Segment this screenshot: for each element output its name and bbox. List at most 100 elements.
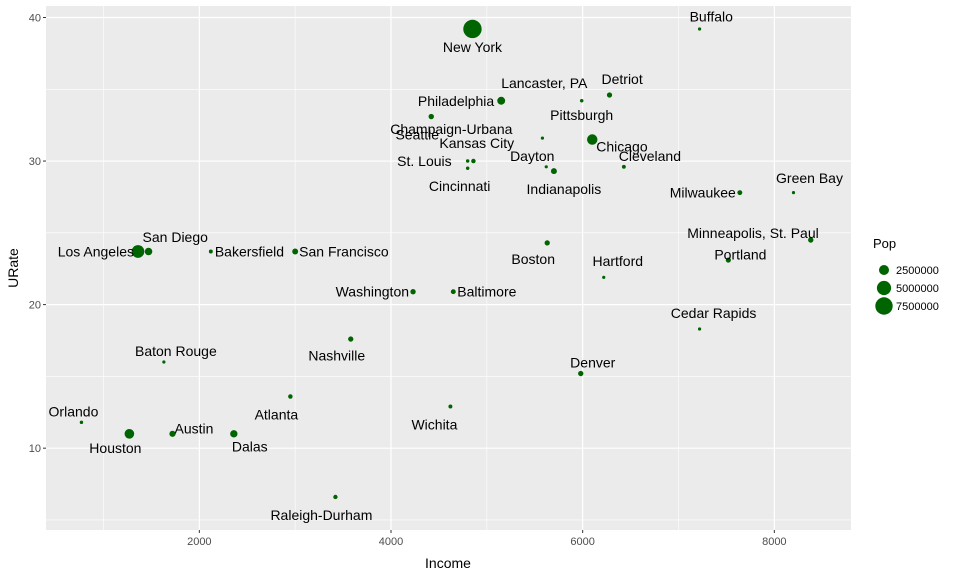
- point-label: Cedar Rapids: [671, 305, 757, 321]
- legend-label: 2500000: [896, 265, 939, 277]
- y-tick-label: 20: [29, 300, 41, 312]
- point-label: Champaign-Urbana: [390, 121, 512, 137]
- data-points: [79, 19, 814, 500]
- data-point: [544, 165, 548, 169]
- data-point: [602, 275, 606, 279]
- data-point: [550, 168, 557, 175]
- legend: Pop 2500000 5000000 7500000: [873, 236, 939, 315]
- point-label: Atlanta: [255, 406, 299, 422]
- data-point: [292, 248, 299, 255]
- data-point: [463, 19, 482, 39]
- point-label: Portland: [714, 247, 766, 263]
- x-tick-label: 6000: [570, 536, 594, 548]
- data-point: [333, 494, 338, 500]
- y-tick-label: 40: [29, 12, 41, 24]
- point-label: Hartford: [592, 253, 643, 269]
- data-point: [131, 245, 145, 258]
- point-label: Austin: [175, 420, 214, 436]
- point-label: Orlando: [49, 404, 99, 420]
- point-label: Cleveland: [619, 148, 681, 164]
- data-point: [544, 240, 550, 246]
- data-point: [79, 420, 84, 425]
- data-point: [169, 430, 176, 437]
- data-point: [450, 289, 456, 295]
- x-axis-title: Income: [425, 555, 471, 571]
- point-label: Boston: [511, 251, 555, 267]
- point-label: Chicago: [596, 139, 648, 155]
- data-point: [697, 327, 702, 331]
- point-label: Nashville: [308, 347, 365, 363]
- point-label: Indianapolis: [527, 181, 602, 197]
- point-label: Los Angeles: [58, 243, 134, 259]
- point-label: Houston: [89, 440, 141, 456]
- legend-key: [875, 297, 893, 315]
- x-tick-label: 2000: [187, 536, 211, 548]
- data-point: [621, 164, 626, 169]
- point-labels: New York Buffalo Lancaster, PA Detriot Phila…: [49, 8, 843, 523]
- x-tick-label: 8000: [762, 536, 786, 548]
- data-point: [697, 27, 702, 31]
- point-label: Dalas: [232, 438, 268, 454]
- plot-panel: [46, 6, 851, 530]
- legend-title: Pop: [873, 236, 896, 251]
- legend-items: 2500000 5000000 7500000: [875, 264, 939, 315]
- point-label: Milwaukee: [670, 185, 736, 201]
- point-label: Baltimore: [457, 284, 516, 300]
- data-point: [348, 336, 354, 342]
- point-label: Baton Rouge: [135, 343, 217, 359]
- data-point: [428, 113, 434, 120]
- point-label: Cincinnati: [429, 178, 490, 194]
- legend-label: 5000000: [896, 283, 939, 295]
- data-point: [144, 247, 153, 256]
- data-point: [497, 96, 506, 105]
- point-label: Dayton: [510, 148, 554, 164]
- y-tick-label: 10: [29, 443, 41, 455]
- point-label: Philadelphia: [418, 93, 494, 109]
- point-label: San Francisco: [299, 243, 389, 259]
- y-tick-label: 30: [29, 156, 41, 168]
- legend-key: [876, 280, 892, 296]
- y-axis-title: URate: [5, 248, 21, 288]
- data-point: [578, 370, 584, 377]
- point-label: Kansas City: [439, 135, 514, 151]
- point-label: Lancaster, PA: [501, 75, 588, 91]
- data-point: [587, 134, 598, 145]
- grid-lines: [46, 6, 851, 530]
- data-point: [230, 430, 238, 438]
- point-label: Seattle: [395, 127, 439, 143]
- data-point: [791, 191, 796, 195]
- data-point: [579, 99, 584, 103]
- point-label: Raleigh-Durham: [270, 507, 372, 523]
- legend-key: [878, 264, 890, 276]
- point-label: Detriot: [602, 71, 643, 87]
- data-point: [471, 158, 476, 164]
- data-point: [124, 428, 135, 439]
- data-point: [410, 289, 416, 295]
- point-label: Pittsburgh: [550, 107, 613, 123]
- point-label: New York: [443, 39, 503, 55]
- point-label: Denver: [570, 355, 615, 371]
- data-point: [288, 394, 293, 399]
- point-label: Buffalo: [690, 8, 734, 24]
- x-axis-ticks: 2000 4000 6000 8000: [187, 530, 787, 548]
- data-point: [162, 360, 166, 364]
- data-point: [540, 136, 545, 140]
- point-label: Washington: [336, 284, 409, 300]
- data-point: [725, 257, 731, 263]
- point-label: Minneapolis, St. Paul: [687, 225, 819, 241]
- y-axis-ticks: 10 20 30 40: [29, 12, 46, 455]
- point-label: St. Louis: [397, 153, 451, 169]
- point-label: San Diego: [143, 229, 209, 245]
- legend-label: 7500000: [896, 301, 939, 313]
- data-point: [606, 92, 613, 98]
- point-label: Bakersfield: [215, 243, 284, 259]
- data-point: [208, 249, 213, 254]
- x-tick-label: 4000: [379, 536, 403, 548]
- data-point: [465, 166, 470, 170]
- point-label: Green Bay: [776, 170, 843, 186]
- point-label: Wichita: [411, 417, 457, 433]
- data-point: [737, 190, 743, 196]
- data-point: [448, 404, 453, 409]
- data-point: [465, 159, 470, 163]
